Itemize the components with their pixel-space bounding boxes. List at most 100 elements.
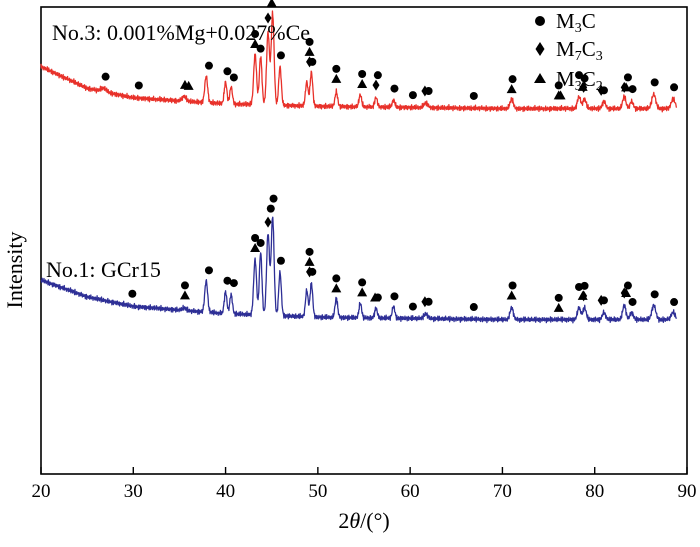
marker-m7c3 xyxy=(264,12,272,24)
marker-m3c xyxy=(266,204,275,213)
marker-m3c xyxy=(469,303,478,312)
marker-m3c2 xyxy=(304,256,315,266)
plot-frame xyxy=(40,6,688,475)
x-tick-label: 40 xyxy=(216,481,235,502)
marker-m3c xyxy=(204,266,213,275)
marker-m7c3 xyxy=(580,290,588,302)
marker-m3c2 xyxy=(357,78,368,88)
marker-m3c xyxy=(229,73,238,82)
marker-m3c xyxy=(256,238,265,247)
marker-m3c xyxy=(424,86,433,95)
legend-item-m7c3: M7C3 xyxy=(535,37,603,64)
marker-m3c xyxy=(276,256,285,265)
marker-m3c xyxy=(508,75,517,84)
marker-m3c xyxy=(554,293,563,302)
marker-m3c xyxy=(256,44,265,53)
x-tick-label: 60 xyxy=(401,481,420,502)
legend-item-m3c2: M3C2 xyxy=(534,67,603,94)
marker-m3c2 xyxy=(506,84,517,94)
x-tick-label: 50 xyxy=(308,481,327,502)
marker-m3c xyxy=(204,61,213,70)
marker-m3c xyxy=(251,30,260,39)
marker-m7c3 xyxy=(580,81,588,93)
marker-m3c xyxy=(670,83,679,92)
marker-m3c xyxy=(508,281,517,290)
x-axis-label: 2θ/(°) xyxy=(338,508,389,533)
marker-m3c2 xyxy=(331,283,342,293)
marker-m3c xyxy=(408,302,417,311)
marker-m3c2 xyxy=(183,80,194,90)
marker-m3c xyxy=(180,281,189,290)
marker-m3c xyxy=(580,74,589,83)
phase-markers xyxy=(101,0,679,312)
marker-m3c2 xyxy=(555,90,566,100)
marker-m3c xyxy=(332,274,341,283)
marker-m3c xyxy=(358,69,367,78)
marker-m3c xyxy=(599,86,608,95)
marker-m3c xyxy=(469,91,478,100)
marker-m3c xyxy=(305,247,314,256)
x-tick-label: 30 xyxy=(124,481,143,502)
marker-m3c xyxy=(229,279,238,288)
marker-m3c xyxy=(223,276,232,285)
legend-label-m3c2: M3C2 xyxy=(556,67,603,94)
marker-m3c xyxy=(670,298,679,307)
marker-m3c xyxy=(308,267,317,276)
marker-m3c xyxy=(628,85,637,94)
marker-m3c xyxy=(223,67,232,76)
marker-m3c2 xyxy=(250,39,261,49)
x-axis-ticks: 20 30 40 50 60 70 80 90 xyxy=(32,467,697,502)
marker-m3c xyxy=(628,297,637,306)
marker-m3c xyxy=(390,292,399,301)
marker-m3c xyxy=(358,278,367,287)
marker-m3c xyxy=(373,71,382,80)
marker-m3c xyxy=(308,57,317,66)
marker-m3c xyxy=(623,281,632,290)
series-label-no1: No.1: GCr15 xyxy=(46,257,161,282)
marker-m3c xyxy=(424,297,433,306)
marker-m3c xyxy=(650,290,659,299)
marker-m7c3 xyxy=(264,216,272,228)
series-label-no3: No.3: 0.001%Mg+0.027%Ce xyxy=(52,20,310,45)
marker-m7c3 xyxy=(372,79,380,91)
legend-circle-marker xyxy=(535,16,545,26)
marker-m3c xyxy=(373,293,382,302)
marker-m3c xyxy=(623,73,632,82)
legend: M3C M7C3 M3C2 xyxy=(534,9,603,94)
x-tick-label: 70 xyxy=(493,481,512,502)
marker-m7c3 xyxy=(620,81,628,93)
marker-m3c xyxy=(101,72,110,81)
marker-m3c2 xyxy=(357,287,368,297)
marker-m3c xyxy=(390,84,399,93)
series-line-no3 xyxy=(40,10,678,113)
x-tick-label: 20 xyxy=(32,481,51,502)
series-group xyxy=(40,10,678,324)
marker-m7c3 xyxy=(620,287,628,299)
legend-diamond-marker xyxy=(535,42,545,56)
marker-m3c xyxy=(134,81,143,90)
marker-m3c xyxy=(408,91,417,100)
y-axis-label: Intensity xyxy=(2,232,27,309)
marker-m3c xyxy=(269,194,278,203)
x-tick-label: 80 xyxy=(585,481,604,502)
marker-m3c xyxy=(599,296,608,305)
marker-m3c2 xyxy=(553,302,564,312)
marker-m3c xyxy=(128,289,137,298)
marker-m3c2 xyxy=(266,0,277,7)
marker-m3c2 xyxy=(304,46,315,56)
marker-m3c xyxy=(251,233,260,242)
marker-m3c2 xyxy=(506,290,517,300)
legend-triangle-marker xyxy=(534,73,546,83)
marker-m3c xyxy=(650,78,659,87)
marker-m3c2 xyxy=(331,73,342,83)
marker-m3c2 xyxy=(250,242,261,252)
marker-m3c xyxy=(276,51,285,60)
legend-label-m7c3: M7C3 xyxy=(556,37,603,64)
legend-item-m3c: M3C xyxy=(535,9,596,36)
marker-m3c2 xyxy=(179,290,190,300)
series-line-no1 xyxy=(40,216,678,324)
marker-m3c xyxy=(305,37,314,46)
marker-m3c xyxy=(580,281,589,290)
marker-m3c xyxy=(554,81,563,90)
